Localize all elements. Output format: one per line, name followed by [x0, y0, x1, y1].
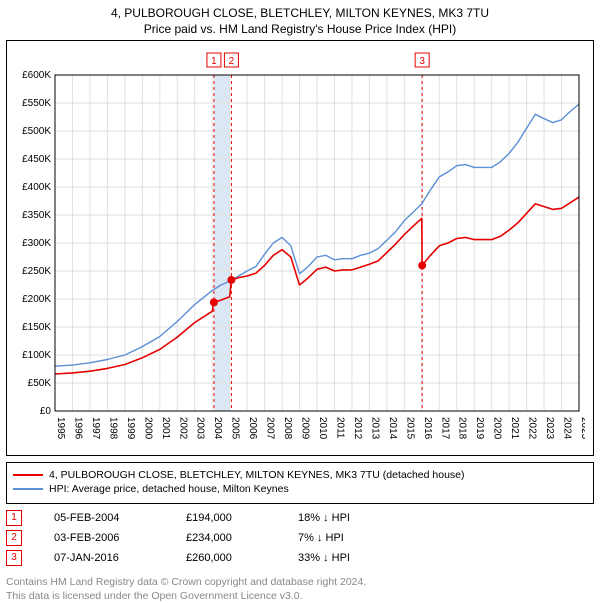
line-chart: £0 £50K £100K £150K £200K £250K £300K £350K £400…	[13, 47, 585, 445]
svg-text:2013: 2013	[369, 417, 380, 440]
svg-text:2020: 2020	[492, 417, 503, 440]
chart-frame: £0 £50K £100K £150K £200K £250K £300K £350K £400…	[6, 40, 594, 456]
sale-row: 2 03-FEB-2006 £234,000 7% ↓ HPI	[6, 530, 594, 546]
svg-text:2018: 2018	[457, 417, 468, 440]
svg-text:£400K: £400K	[22, 182, 51, 193]
svg-text:£50K: £50K	[28, 378, 52, 389]
sale-row: 1 05-FEB-2004 £194,000 18% ↓ HPI	[6, 510, 594, 526]
sale-delta: 7% ↓ HPI	[298, 532, 344, 544]
legend-swatch	[13, 474, 43, 476]
sale-badge: 2	[6, 530, 22, 546]
chart-titles: 4, PULBOROUGH CLOSE, BLETCHLEY, MILTON K…	[0, 0, 600, 40]
sale-delta: 18% ↓ HPI	[298, 512, 350, 524]
sale-price: £194,000	[186, 512, 266, 524]
sale-badge: 1	[6, 510, 22, 526]
svg-text:2: 2	[229, 56, 235, 67]
sale-badge: 3	[6, 550, 22, 566]
svg-text:2014: 2014	[387, 417, 398, 440]
svg-text:2017: 2017	[439, 417, 450, 440]
footer-line-2: This data is licensed under the Open Gov…	[6, 590, 594, 603]
legend-label: 4, PULBOROUGH CLOSE, BLETCHLEY, MILTON K…	[49, 469, 465, 481]
svg-text:2023: 2023	[544, 417, 555, 440]
sale-price: £260,000	[186, 552, 266, 564]
footer-line-1: Contains HM Land Registry data © Crown c…	[6, 576, 594, 590]
svg-text:2021: 2021	[509, 417, 520, 440]
svg-text:1997: 1997	[90, 417, 101, 440]
svg-text:2002: 2002	[177, 417, 188, 440]
svg-text:£200K: £200K	[22, 294, 51, 305]
sale-delta: 33% ↓ HPI	[298, 552, 350, 564]
title-line-1: 4, PULBOROUGH CLOSE, BLETCHLEY, MILTON K…	[0, 6, 600, 20]
svg-text:2004: 2004	[212, 417, 223, 440]
svg-text:2003: 2003	[195, 417, 206, 440]
svg-text:£600K: £600K	[22, 70, 51, 81]
svg-text:2012: 2012	[352, 417, 363, 440]
svg-text:2015: 2015	[404, 417, 415, 440]
title-line-2: Price paid vs. HM Land Registry's House …	[0, 22, 600, 36]
svg-text:1998: 1998	[107, 417, 118, 440]
sale-row: 3 07-JAN-2016 £260,000 33% ↓ HPI	[6, 550, 594, 566]
svg-text:3: 3	[419, 56, 425, 67]
svg-text:2009: 2009	[300, 417, 311, 440]
legend-row: 4, PULBOROUGH CLOSE, BLETCHLEY, MILTON K…	[13, 469, 587, 481]
svg-text:£450K: £450K	[22, 154, 51, 165]
sale-date: 05-FEB-2004	[54, 512, 154, 524]
svg-text:2022: 2022	[527, 417, 538, 440]
svg-text:£0: £0	[40, 406, 52, 417]
svg-text:1996: 1996	[72, 417, 83, 440]
svg-text:2019: 2019	[474, 417, 485, 440]
svg-text:£150K: £150K	[22, 322, 51, 333]
sale-price: £234,000	[186, 532, 266, 544]
svg-text:2024: 2024	[562, 417, 573, 440]
svg-text:£250K: £250K	[22, 266, 51, 277]
legend-swatch	[13, 488, 43, 490]
sale-date: 07-JAN-2016	[54, 552, 154, 564]
svg-text:2010: 2010	[317, 417, 328, 440]
svg-text:2008: 2008	[282, 417, 293, 440]
svg-text:2016: 2016	[422, 417, 433, 440]
svg-text:2007: 2007	[265, 417, 276, 440]
svg-text:£500K: £500K	[22, 126, 51, 137]
sales-list: 1 05-FEB-2004 £194,000 18% ↓ HPI 2 03-FEB-200…	[6, 510, 594, 570]
svg-text:£550K: £550K	[22, 98, 51, 109]
svg-text:£100K: £100K	[22, 350, 51, 361]
sale-date: 03-FEB-2006	[54, 532, 154, 544]
svg-text:1: 1	[211, 56, 217, 67]
svg-text:2000: 2000	[142, 417, 153, 440]
svg-text:£350K: £350K	[22, 210, 51, 221]
svg-text:2001: 2001	[160, 417, 171, 440]
svg-text:1999: 1999	[125, 417, 136, 440]
legend: 4, PULBOROUGH CLOSE, BLETCHLEY, MILTON K…	[6, 462, 594, 504]
svg-text:2025: 2025	[579, 417, 585, 440]
svg-text:£300K: £300K	[22, 238, 51, 249]
svg-text:1995: 1995	[55, 417, 66, 440]
svg-text:2011: 2011	[334, 417, 345, 439]
svg-text:2005: 2005	[230, 417, 241, 440]
svg-text:2006: 2006	[247, 417, 258, 440]
legend-row: HPI: Average price, detached house, Milt…	[13, 483, 587, 495]
legend-label: HPI: Average price, detached house, Milt…	[49, 483, 289, 495]
